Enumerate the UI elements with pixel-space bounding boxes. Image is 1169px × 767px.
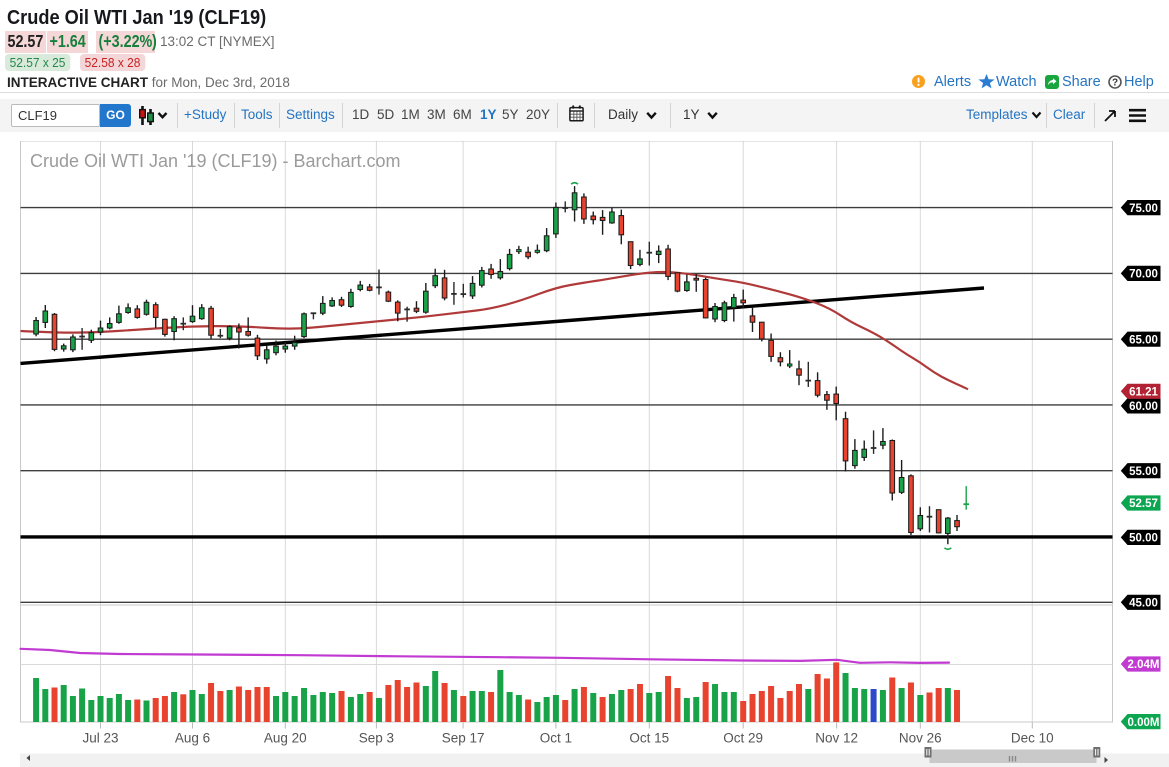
- svg-text:65.00: 65.00: [1129, 334, 1158, 346]
- svg-text:Aug 20: Aug 20: [264, 731, 307, 746]
- svg-text:Oct 15: Oct 15: [629, 731, 669, 746]
- svg-text:2.04M: 2.04M: [1128, 659, 1160, 671]
- svg-text:Oct 29: Oct 29: [723, 731, 763, 746]
- svg-text:Nov 12: Nov 12: [815, 731, 858, 746]
- svg-text:75.00: 75.00: [1129, 203, 1158, 215]
- svg-text:Sep 17: Sep 17: [442, 731, 485, 746]
- svg-text:Oct 1: Oct 1: [540, 731, 572, 746]
- svg-text:Aug 6: Aug 6: [175, 731, 210, 746]
- svg-text:Sep 3: Sep 3: [359, 731, 394, 746]
- svg-text:Jul 23: Jul 23: [82, 731, 118, 746]
- svg-text:70.00: 70.00: [1129, 269, 1158, 281]
- svg-text:Crude Oil WTI Jan '19 (CLF19): Crude Oil WTI Jan '19 (CLF19) - Barchart…: [30, 151, 401, 171]
- svg-text:Nov 26: Nov 26: [899, 731, 942, 746]
- svg-text:45.00: 45.00: [1129, 598, 1158, 610]
- svg-text:52.57: 52.57: [1129, 498, 1158, 510]
- svg-text:?: ?: [1112, 78, 1118, 89]
- svg-text:0.00M: 0.00M: [1128, 717, 1160, 729]
- svg-text:60.00: 60.00: [1129, 401, 1158, 413]
- svg-text:50.00: 50.00: [1129, 533, 1158, 545]
- svg-text:61.21: 61.21: [1129, 387, 1158, 399]
- svg-text:Dec 10: Dec 10: [1011, 731, 1054, 746]
- svg-text:55.00: 55.00: [1129, 466, 1158, 478]
